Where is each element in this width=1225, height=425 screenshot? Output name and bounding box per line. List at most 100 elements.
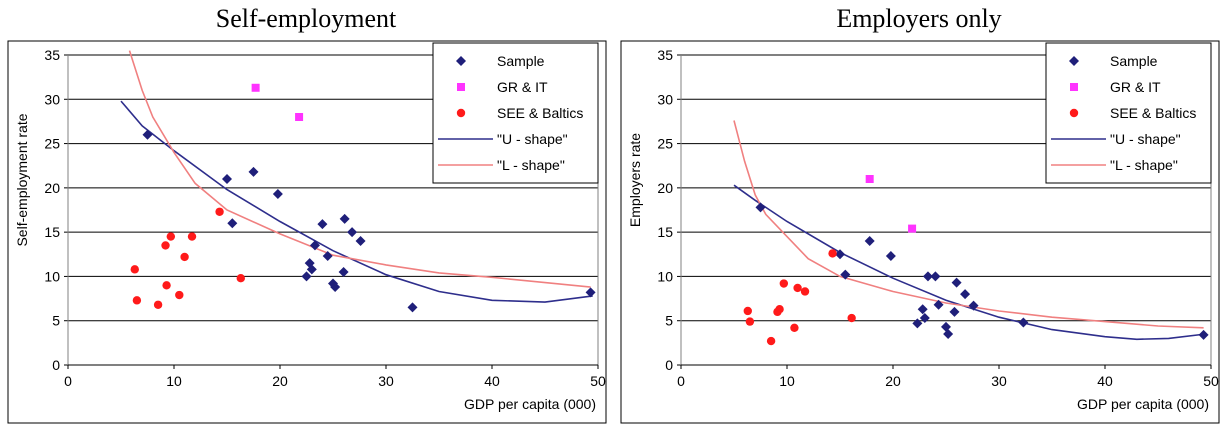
y-tick-label: 35: [44, 47, 60, 63]
data-point: [142, 129, 153, 140]
series-gr-it: [865, 175, 917, 233]
data-point: [132, 296, 142, 305]
x-axis-label: GDP per capita (000): [464, 396, 596, 412]
x-tick-label: 50: [590, 373, 606, 389]
data-point: [949, 306, 960, 317]
data-point: [968, 300, 979, 311]
trend-line-l-shape: [128, 50, 591, 288]
data-point: [585, 287, 596, 298]
legend-label: GR & IT: [1110, 79, 1161, 95]
data-point: [175, 290, 184, 300]
data-point: [908, 224, 917, 233]
legend-swatch: [1069, 56, 1079, 66]
legend: Sample GR & IT SEE & Baltics "U - shape" "L …: [1045, 42, 1212, 184]
y-tick-label: 10: [44, 268, 60, 284]
series-see-baltics: [130, 207, 245, 309]
chart-employers-only: 0 5 10 15 20 25 30 35 0 10 20 30 40 50 GDP per capita …: [620, 40, 1220, 424]
legend-swatch: [457, 83, 465, 91]
data-point: [840, 269, 851, 280]
data-point: [943, 329, 954, 339]
data-point: [130, 265, 139, 274]
chart-frame: [620, 40, 1220, 424]
data-point: [407, 302, 418, 313]
data-point: [295, 113, 304, 121]
legend-label: Sample: [1110, 53, 1158, 69]
data-point: [835, 249, 845, 260]
data-point: [330, 282, 341, 293]
data-point: [917, 304, 928, 315]
chart-panel-self-employment: Self-employment 0 5 10 15 20 25 30 35 0 10 20 30 40 5…: [0, 0, 612, 425]
legend-label: Sample: [497, 53, 545, 69]
data-point: [251, 83, 260, 92]
y-tick-label: 5: [52, 313, 60, 329]
data-point: [864, 236, 875, 246]
data-point: [317, 219, 328, 230]
x-axis-label: GDP per capita (000): [1077, 396, 1209, 412]
trend-line-l-shape: [733, 120, 1204, 329]
data-point: [1198, 329, 1209, 340]
x-tick-label: 20: [272, 373, 288, 389]
data-point: [793, 283, 802, 293]
legend-label: "U - shape": [497, 131, 568, 147]
chart-frame: [7, 40, 607, 424]
series-see-baltics: [743, 249, 856, 346]
data-point: [930, 271, 941, 282]
x-tick-label: 20: [885, 373, 901, 389]
data-point: [933, 299, 944, 310]
data-point: [790, 323, 799, 332]
x-tick-label: 0: [677, 373, 685, 389]
data-point: [347, 227, 358, 238]
data-point: [865, 175, 874, 183]
data-point: [236, 274, 245, 283]
data-point: [322, 251, 333, 262]
legend-label: SEE & Baltics: [497, 105, 583, 121]
data-point: [338, 267, 349, 277]
y-tick-label: 5: [665, 313, 673, 329]
data-point: [847, 313, 856, 323]
data-point: [743, 306, 752, 316]
legend-swatch: [456, 56, 466, 66]
chart-panel-employers-only: Employers only 0 5 10 15 20 25 30 35 0 10 20 30 40 50…: [613, 0, 1225, 425]
legend-swatch: [1070, 83, 1078, 91]
y-tick-label: 15: [44, 224, 60, 240]
data-point: [766, 336, 776, 346]
y-axis-label: Self-employment rate: [14, 113, 30, 246]
x-tick-label: 0: [64, 373, 72, 389]
y-tick-label: 20: [44, 180, 60, 196]
data-point: [775, 305, 784, 314]
chart-title: Self-employment: [215, 4, 397, 33]
data-point: [745, 317, 755, 326]
data-point: [215, 207, 224, 216]
data-point: [272, 189, 283, 200]
legend-label: "L - shape": [497, 157, 565, 173]
data-point: [951, 277, 962, 288]
y-tick-label: 15: [657, 224, 673, 240]
data-point: [912, 318, 923, 329]
data-point: [339, 213, 350, 224]
legend-swatch: [1069, 108, 1079, 118]
y-tick-label: 20: [657, 180, 673, 196]
x-tick-label: 30: [378, 373, 394, 389]
x-tick-label: 30: [991, 373, 1007, 389]
trend-line-u-shape: [733, 184, 1206, 341]
data-point: [227, 218, 238, 229]
x-tick-label: 40: [1097, 373, 1113, 389]
y-tick-label: 10: [657, 268, 673, 284]
data-point: [306, 264, 317, 275]
series-sample: [755, 202, 1209, 340]
chart-self-employment: 0 5 10 15 20 25 30 35 0 10 20 30 40 50 GDP per capita …: [7, 40, 607, 424]
data-point: [755, 202, 766, 213]
data-point: [922, 271, 933, 282]
y-tick-label: 25: [657, 136, 673, 152]
data-point: [187, 232, 197, 241]
x-tick-label: 50: [1203, 373, 1219, 389]
data-point: [180, 252, 189, 262]
x-tick-label: 10: [166, 373, 182, 389]
data-point: [800, 287, 810, 296]
data-point: [919, 313, 930, 324]
data-point: [960, 289, 971, 300]
y-axis-label: Employers rate: [627, 133, 643, 227]
data-point: [885, 251, 896, 262]
x-tick-label: 40: [484, 373, 500, 389]
data-point: [162, 281, 171, 290]
